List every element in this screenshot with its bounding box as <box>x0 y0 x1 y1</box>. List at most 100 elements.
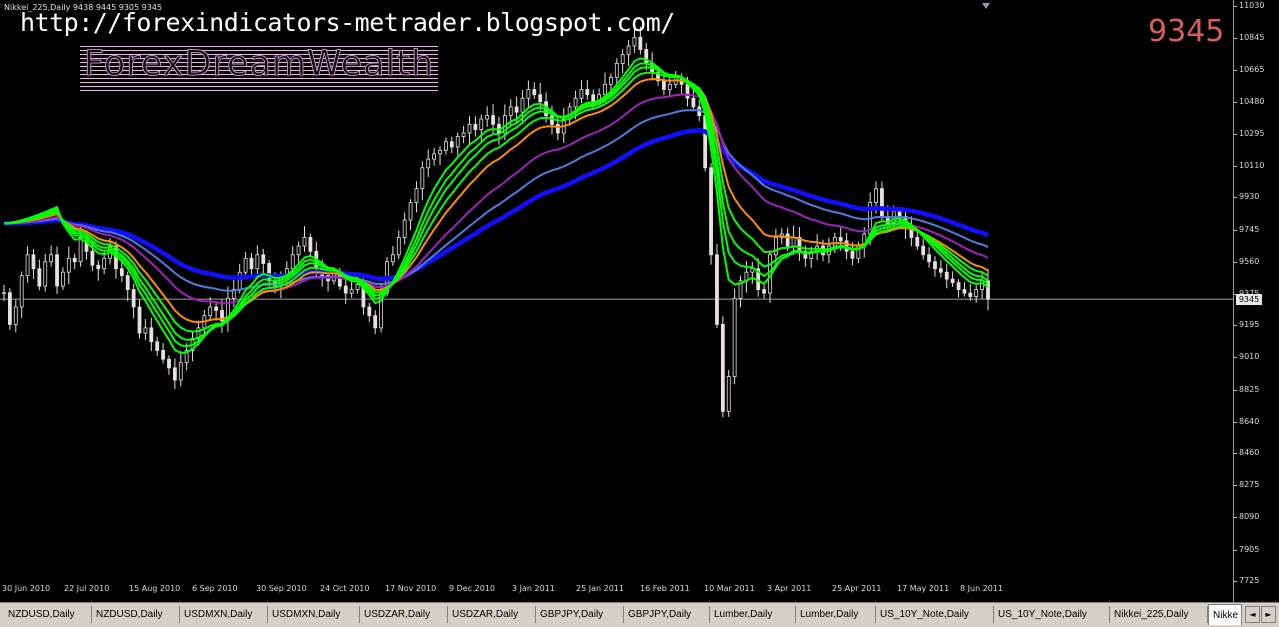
chart-tab[interactable]: NZDUSD,Daily <box>4 606 92 623</box>
candle <box>762 285 766 299</box>
x-tick-label: 25 Apr 2011 <box>832 584 882 593</box>
candle <box>579 80 584 104</box>
y-tick-mark <box>1234 101 1237 103</box>
candle <box>797 227 802 261</box>
candle <box>414 181 419 213</box>
candle <box>19 271 24 319</box>
candle <box>909 216 914 247</box>
chart-tab[interactable]: NZDUSD,Daily <box>92 606 180 623</box>
candle <box>526 80 531 109</box>
chart-tab[interactable]: Nikkei_225,Daily <box>1110 606 1208 623</box>
candle <box>756 258 761 297</box>
x-tick-label: 3 Jan 2011 <box>512 584 555 593</box>
candle <box>738 275 743 308</box>
candle <box>715 243 719 329</box>
candle <box>950 271 955 287</box>
candle <box>49 245 54 267</box>
y-tick-mark <box>1234 133 1237 135</box>
shift-marker-icon[interactable] <box>982 3 990 9</box>
ema-orange-line <box>3 77 989 324</box>
candle <box>626 39 631 67</box>
chart-tab[interactable]: US_10Y_Note,Daily <box>994 606 1110 623</box>
candle <box>444 137 448 155</box>
candle <box>927 247 931 268</box>
chart-tab[interactable]: USDMXN,Daily <box>180 606 268 623</box>
ema-green-line <box>3 71 989 333</box>
current-price-label: 9345 <box>1236 294 1262 306</box>
candle <box>155 337 160 356</box>
tab-scroll-right-icon[interactable]: ► <box>1261 606 1276 623</box>
chart-tab[interactable]: GBPJPY,Daily <box>624 606 710 623</box>
candle <box>7 288 12 330</box>
chart-tab[interactable]: Lumber,Daily <box>796 606 876 623</box>
candle <box>726 370 731 417</box>
y-tick-label: 10295 <box>1239 128 1265 138</box>
y-tick-mark <box>1234 261 1237 263</box>
ema-blue-line <box>3 128 989 282</box>
symbol-info: Nikkei_225,Daily 9438 9445 9305 9345 <box>4 3 162 12</box>
candle <box>461 125 466 144</box>
candle <box>473 116 478 137</box>
candle <box>709 163 713 265</box>
y-tick-mark <box>1234 517 1237 519</box>
candle <box>226 286 230 332</box>
tab-scroll-left-icon[interactable]: ◄ <box>1245 606 1260 623</box>
candle <box>921 238 926 260</box>
candle <box>402 212 407 245</box>
chart-tab[interactable]: USDZAR,Daily <box>448 606 536 623</box>
candle <box>944 263 949 289</box>
x-tick-label: 25 Jan 2011 <box>576 584 624 593</box>
candle <box>178 350 183 387</box>
y-tick-label: 9375 <box>1239 289 1259 299</box>
candle <box>614 58 619 87</box>
candle <box>986 269 990 311</box>
chart-tab[interactable]: USDMXN,Daily <box>268 606 360 623</box>
price-chart[interactable] <box>0 0 1234 602</box>
candle <box>66 246 71 285</box>
chart-tab[interactable]: US_10Y_Note,Daily <box>876 606 994 623</box>
candle <box>880 181 884 221</box>
current-price-display: 9345 <box>1148 14 1225 49</box>
candle <box>467 116 472 145</box>
y-tick-label: 8460 <box>1239 448 1260 458</box>
y-tick-label: 8090 <box>1239 512 1260 522</box>
candle <box>343 277 348 304</box>
candle <box>161 343 165 364</box>
chart-tab[interactable]: Lumber,Daily <box>710 606 796 623</box>
candle <box>119 262 124 283</box>
y-tick-label: 7905 <box>1239 544 1260 554</box>
chart-tab[interactable]: USDZAR,Daily <box>360 606 448 623</box>
brand-logo: ForexDreamWealth <box>83 44 435 85</box>
ema-lightblue-line <box>3 109 989 292</box>
candle <box>408 199 413 231</box>
candle <box>55 246 59 294</box>
x-tick-label: 10 Mar 2011 <box>704 584 755 593</box>
y-tick-mark <box>1234 38 1237 40</box>
y-tick-label: 10845 <box>1239 33 1265 43</box>
candle <box>184 343 189 371</box>
candle <box>96 260 101 281</box>
y-tick-label: 7725 <box>1239 576 1260 585</box>
candle <box>732 288 737 385</box>
candle <box>968 284 973 301</box>
y-tick-mark <box>1234 581 1237 582</box>
candle <box>691 86 696 112</box>
candle <box>31 248 36 279</box>
chart-tab-bar: NZDUSD,Daily NZDUSD,Daily USDMXN,Daily USDM… <box>0 602 1279 627</box>
candle <box>308 233 313 257</box>
y-tick-mark <box>1234 357 1237 359</box>
y-tick-label: 10110 <box>1239 161 1265 171</box>
x-tick-label: 22 Jul 2010 <box>64 584 110 593</box>
candle <box>426 149 431 177</box>
candle <box>915 229 920 251</box>
y-tick-mark <box>1234 293 1237 295</box>
x-tick-label: 17 May 2011 <box>897 584 950 593</box>
candle <box>125 271 130 302</box>
chart-area[interactable] <box>0 0 1234 602</box>
chart-tab[interactable]: GBPJPY,Daily <box>536 606 624 623</box>
candle <box>538 82 543 110</box>
candle <box>956 279 961 298</box>
candle <box>137 299 142 339</box>
chart-tab[interactable]: Nikke <box>1208 604 1242 625</box>
candle <box>172 358 177 390</box>
